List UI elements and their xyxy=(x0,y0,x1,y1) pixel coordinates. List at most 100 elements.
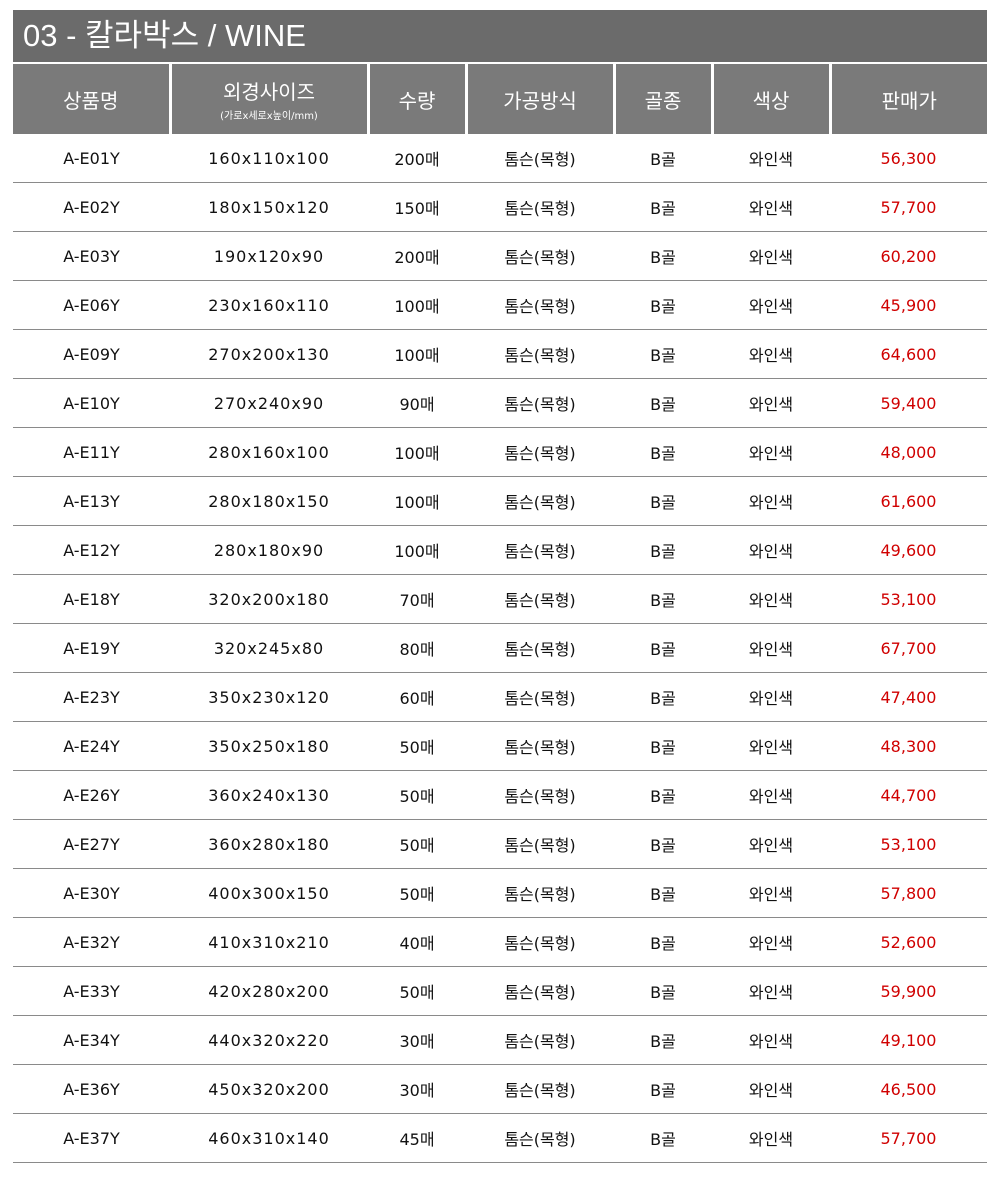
cell-flute: B골 xyxy=(614,280,712,330)
table-row: A-E06Y 230x160x110 100매 톰슨(목형) B골 와인색 45,900 xyxy=(13,280,987,330)
cell-color: 와인색 xyxy=(712,427,830,477)
cell-name: A-E26Y xyxy=(13,770,170,820)
cell-name: A-E06Y xyxy=(13,280,170,330)
header-color: 색상 xyxy=(710,64,830,134)
cell-color: 와인색 xyxy=(712,134,830,183)
cell-qty: 80매 xyxy=(368,623,466,673)
cell-price: 61,600 xyxy=(830,476,987,526)
cell-name: A-E12Y xyxy=(13,525,170,575)
cell-color: 와인색 xyxy=(712,231,830,281)
cell-qty: 200매 xyxy=(368,134,466,183)
cell-flute: B골 xyxy=(614,721,712,771)
table-row: A-E11Y 280x160x100 100매 톰슨(목형) B골 와인색 48,000 xyxy=(13,427,987,477)
table-row: A-E01Y 160x110x100 200매 톰슨(목형) B골 와인색 56,300 xyxy=(13,134,987,183)
table-row: A-E10Y 270x240x90 90매 톰슨(목형) B골 와인색 59,400 xyxy=(13,378,987,428)
cell-price: 59,400 xyxy=(830,378,987,428)
cell-price: 46,500 xyxy=(830,1064,987,1114)
cell-price: 53,100 xyxy=(830,819,987,869)
cell-flute: B골 xyxy=(614,1113,712,1163)
cell-name: A-E34Y xyxy=(13,1015,170,1065)
cell-size: 280x180x90 xyxy=(170,525,368,575)
cell-flute: B골 xyxy=(614,1015,712,1065)
table-row: A-E23Y 350x230x120 60매 톰슨(목형) B골 와인색 47,400 xyxy=(13,672,987,722)
table-row: A-E09Y 270x200x130 100매 톰슨(목형) B골 와인색 64,600 xyxy=(13,329,987,379)
cell-name: A-E32Y xyxy=(13,917,170,967)
cell-method: 톰슨(목형) xyxy=(466,280,614,330)
cell-method: 톰슨(목형) xyxy=(466,1064,614,1114)
cell-flute: B골 xyxy=(614,770,712,820)
cell-price: 49,600 xyxy=(830,525,987,575)
cell-size: 460x310x140 xyxy=(170,1113,368,1163)
table-row: A-E33Y 420x280x200 50매 톰슨(목형) B골 와인색 59,900 xyxy=(13,966,987,1016)
cell-size: 180x150x120 xyxy=(170,182,368,232)
cell-color: 와인색 xyxy=(712,917,830,967)
page-title: 03 - 칼라박스 / WINE xyxy=(13,10,987,62)
cell-qty: 100매 xyxy=(368,280,466,330)
cell-name: A-E03Y xyxy=(13,231,170,281)
cell-size: 450x320x200 xyxy=(170,1064,368,1114)
cell-size: 410x310x210 xyxy=(170,917,368,967)
cell-flute: B골 xyxy=(614,868,712,918)
cell-qty: 30매 xyxy=(368,1064,466,1114)
cell-color: 와인색 xyxy=(712,1113,830,1163)
cell-flute: B골 xyxy=(614,378,712,428)
cell-size: 160x110x100 xyxy=(170,134,368,183)
header-method: 가공방식 xyxy=(464,64,614,134)
cell-name: A-E10Y xyxy=(13,378,170,428)
cell-method: 톰슨(목형) xyxy=(466,721,614,771)
cell-method: 톰슨(목형) xyxy=(466,770,614,820)
cell-size: 190x120x90 xyxy=(170,231,368,281)
cell-price: 60,200 xyxy=(830,231,987,281)
cell-flute: B골 xyxy=(614,672,712,722)
cell-size: 270x200x130 xyxy=(170,329,368,379)
cell-name: A-E19Y xyxy=(13,623,170,673)
cell-method: 톰슨(목형) xyxy=(466,134,614,183)
table-header: 상품명 외경사이즈 (가로x세로x높이/mm) 수량 가공방식 골종 색상 판매가 xyxy=(13,64,987,134)
table-row: A-E18Y 320x200x180 70매 톰슨(목형) B골 와인색 53,100 xyxy=(13,574,987,624)
cell-qty: 100매 xyxy=(368,427,466,477)
cell-price: 57,700 xyxy=(830,182,987,232)
cell-color: 와인색 xyxy=(712,182,830,232)
header-size-sub: (가로x세로x높이/mm) xyxy=(220,111,318,122)
table-row: A-E26Y 360x240x130 50매 톰슨(목형) B골 와인색 44,700 xyxy=(13,770,987,820)
cell-method: 톰슨(목형) xyxy=(466,623,614,673)
cell-name: A-E11Y xyxy=(13,427,170,477)
cell-method: 톰슨(목형) xyxy=(466,427,614,477)
cell-price: 56,300 xyxy=(830,134,987,183)
cell-color: 와인색 xyxy=(712,770,830,820)
cell-price: 57,700 xyxy=(830,1113,987,1163)
cell-size: 350x230x120 xyxy=(170,672,368,722)
cell-name: A-E23Y xyxy=(13,672,170,722)
cell-size: 360x240x130 xyxy=(170,770,368,820)
table-row: A-E30Y 400x300x150 50매 톰슨(목형) B골 와인색 57,800 xyxy=(13,868,987,918)
cell-size: 230x160x110 xyxy=(170,280,368,330)
cell-price: 48,300 xyxy=(830,721,987,771)
table-row: A-E13Y 280x180x150 100매 톰슨(목형) B골 와인색 61,600 xyxy=(13,476,987,526)
cell-flute: B골 xyxy=(614,231,712,281)
cell-qty: 90매 xyxy=(368,378,466,428)
header-price: 판매가 xyxy=(828,64,987,134)
cell-size: 320x245x80 xyxy=(170,623,368,673)
cell-color: 와인색 xyxy=(712,476,830,526)
price-table: 상품명 외경사이즈 (가로x세로x높이/mm) 수량 가공방식 골종 색상 판매가… xyxy=(13,64,987,1163)
cell-name: A-E36Y xyxy=(13,1064,170,1114)
table-row: A-E37Y 460x310x140 45매 톰슨(목형) B골 와인색 57,700 xyxy=(13,1113,987,1163)
cell-price: 59,900 xyxy=(830,966,987,1016)
cell-name: A-E27Y xyxy=(13,819,170,869)
cell-qty: 50매 xyxy=(368,819,466,869)
cell-color: 와인색 xyxy=(712,525,830,575)
cell-color: 와인색 xyxy=(712,329,830,379)
cell-flute: B골 xyxy=(614,1064,712,1114)
cell-method: 톰슨(목형) xyxy=(466,868,614,918)
cell-qty: 60매 xyxy=(368,672,466,722)
cell-name: A-E33Y xyxy=(13,966,170,1016)
cell-method: 톰슨(목형) xyxy=(466,378,614,428)
cell-name: A-E01Y xyxy=(13,134,170,183)
cell-color: 와인색 xyxy=(712,868,830,918)
cell-qty: 50매 xyxy=(368,770,466,820)
table-row: A-E19Y 320x245x80 80매 톰슨(목형) B골 와인색 67,700 xyxy=(13,623,987,673)
cell-name: A-E18Y xyxy=(13,574,170,624)
cell-price: 57,800 xyxy=(830,868,987,918)
cell-qty: 150매 xyxy=(368,182,466,232)
cell-size: 320x200x180 xyxy=(170,574,368,624)
